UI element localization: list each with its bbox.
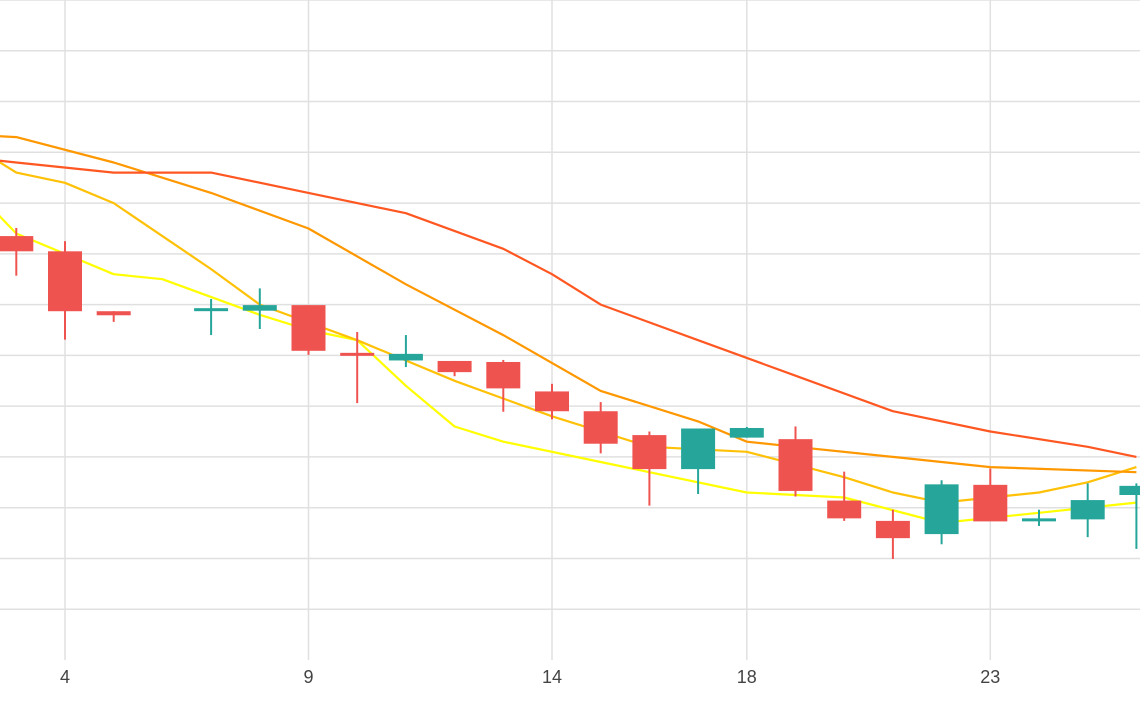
candle-body <box>583 411 618 444</box>
moving-average-line-3 <box>0 135 1137 474</box>
candle <box>486 359 521 412</box>
candle-body <box>778 439 813 491</box>
moving-average-line-1 <box>0 214 1137 524</box>
candle <box>437 360 472 377</box>
moving-average-line-2 <box>0 161 1137 504</box>
candle <box>1070 483 1105 538</box>
candle <box>388 335 423 368</box>
candle-body <box>486 361 521 389</box>
candle <box>583 402 618 454</box>
candle-body <box>535 391 569 412</box>
candle-body <box>1119 485 1140 495</box>
candle-body <box>973 484 1008 522</box>
candle <box>194 299 229 336</box>
candle-body <box>340 352 375 356</box>
candle-body <box>388 353 423 361</box>
candle-body <box>0 236 34 252</box>
candles <box>0 227 1140 559</box>
candle <box>681 428 716 494</box>
candle <box>729 426 764 438</box>
candle <box>778 426 813 497</box>
candle <box>1119 483 1140 549</box>
candle <box>48 241 82 340</box>
candle <box>827 471 862 521</box>
candle <box>973 468 1008 522</box>
moving-average-line-4 <box>0 159 1137 458</box>
grid <box>0 0 1140 660</box>
x-tick-label: 4 <box>60 667 70 687</box>
x-tick-label: 18 <box>737 667 757 687</box>
candle-body <box>291 305 326 351</box>
candle-body <box>875 520 910 539</box>
candle <box>632 431 667 506</box>
candle-body <box>729 427 764 438</box>
candle <box>924 480 959 545</box>
candle <box>0 227 34 276</box>
candle-body <box>924 484 959 535</box>
x-tick-label: 14 <box>542 667 562 687</box>
x-tick-label: 23 <box>980 667 1000 687</box>
candle-body <box>437 360 472 373</box>
candle-body <box>242 305 277 311</box>
candle-body <box>1022 518 1056 522</box>
candle <box>1022 509 1056 526</box>
candle-body <box>1070 500 1105 520</box>
candle <box>875 509 910 559</box>
candle-body <box>194 308 229 312</box>
x-axis: 4914182328 <box>60 667 1000 687</box>
candle-body <box>681 428 716 470</box>
candle <box>96 311 131 322</box>
candle-body <box>48 251 82 312</box>
x-tick-label: 9 <box>303 667 313 687</box>
candle <box>340 332 375 404</box>
candle-body <box>96 311 131 316</box>
candle <box>535 383 569 420</box>
candle <box>291 305 326 355</box>
moving-average-lines <box>0 135 1137 524</box>
candle <box>242 288 277 329</box>
candle-body <box>827 500 862 519</box>
candle-body <box>632 435 667 470</box>
